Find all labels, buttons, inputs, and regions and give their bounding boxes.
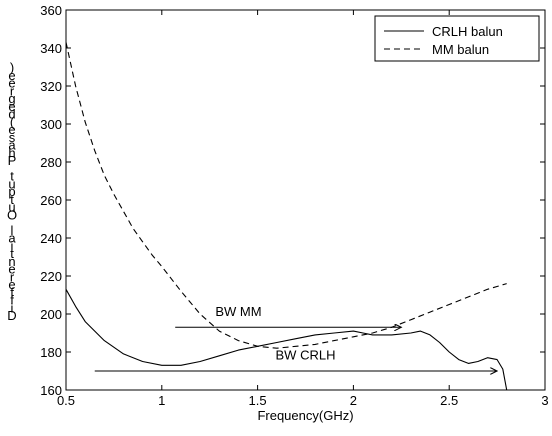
y-axis-ticks: 160 180 200 220 240 260 280 300 320 340 360 xyxy=(40,3,545,398)
y-axis-label-char: d xyxy=(8,107,15,122)
y-axis-label-char: u xyxy=(8,176,15,191)
y-axis-label-char: e xyxy=(8,262,15,277)
y-axis-label-char: e xyxy=(8,122,15,137)
annotation-label: BW MM xyxy=(215,304,261,319)
y-tick-label: 360 xyxy=(40,3,62,18)
y-axis-label-char: a xyxy=(8,138,16,153)
x-tick-label: 1.5 xyxy=(249,393,267,408)
y-axis-label-char: h xyxy=(8,145,15,160)
y-axis-label-char: D xyxy=(7,308,16,323)
y-axis-label-char: e xyxy=(8,76,15,91)
y-axis-label-char: r xyxy=(10,83,15,98)
x-tick-label: 3 xyxy=(541,393,548,408)
y-tick-label: 280 xyxy=(40,155,62,170)
y-tick-label: 240 xyxy=(40,231,62,246)
y-tick-label: 320 xyxy=(40,79,62,94)
x-axis-ticks: 0.5 1 1.5 2 2.5 3 xyxy=(57,10,549,408)
y-axis-label-char: l xyxy=(11,223,14,238)
y-axis-label-char: g xyxy=(8,91,15,106)
y-axis-label-char: ) xyxy=(10,60,14,75)
annotations: BW MM BW CRLH xyxy=(94,304,497,371)
y-tick-label: 200 xyxy=(40,307,62,322)
y-axis-label-char: u xyxy=(8,200,15,215)
y-tick-label: 300 xyxy=(40,117,62,132)
y-tick-label: 180 xyxy=(40,345,62,360)
y-axis-label-char: p xyxy=(8,184,15,199)
legend: CRLH balun MM balun xyxy=(374,15,540,62)
x-tick-label: 1 xyxy=(158,393,165,408)
annotation-label: BW CRLH xyxy=(276,348,336,363)
y-tick-label: 260 xyxy=(40,193,62,208)
y-axis-label-char: f xyxy=(10,285,14,300)
y-axis-label-char: P xyxy=(8,153,17,168)
x-tick-label: 0.5 xyxy=(57,393,75,408)
legend-label-mm: MM balun xyxy=(432,42,489,57)
legend-box xyxy=(374,15,540,62)
series-line-mm xyxy=(65,42,507,349)
y-tick-label: 220 xyxy=(40,269,62,284)
y-axis-label-char: e xyxy=(8,68,15,83)
series-layer xyxy=(65,42,508,391)
series-line-crlh xyxy=(65,289,508,391)
y-axis-label-char: O xyxy=(7,207,17,222)
y-axis-label-char: t xyxy=(10,246,14,261)
y-axis-label-char: f xyxy=(10,293,14,308)
x-tick-label: 2 xyxy=(350,393,357,408)
y-tick-label: 160 xyxy=(40,383,62,398)
x-tick-label: 2.5 xyxy=(440,393,458,408)
legend-label-crlh: CRLH balun xyxy=(432,24,503,39)
y-axis-label-char: n xyxy=(8,254,15,269)
y-axis-label-char: r xyxy=(10,269,15,284)
y-axis-label-char: t xyxy=(10,192,14,207)
y-axis-label-char: s xyxy=(9,130,16,145)
y-axis-label-char: e xyxy=(8,99,15,114)
y-axis-label-char: e xyxy=(8,277,15,292)
plot-frame xyxy=(65,9,546,391)
y-axis-label-char: t xyxy=(10,169,14,184)
y-axis-label-char: i xyxy=(11,300,14,315)
x-axis-label: Frequency(GHz) xyxy=(257,408,353,423)
y-tick-label: 340 xyxy=(40,41,62,56)
y-axis-label-char: i xyxy=(11,238,14,253)
y-axis-label-char: a xyxy=(8,231,16,246)
y-axis-label-char: ( xyxy=(10,114,15,129)
